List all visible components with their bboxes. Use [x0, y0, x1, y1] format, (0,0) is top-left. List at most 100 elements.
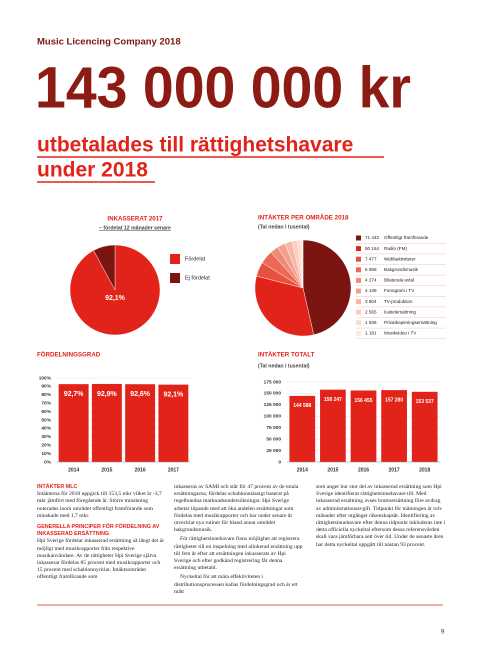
legend-value: 3 804: [365, 299, 377, 304]
x-tick-label: 2014: [68, 467, 79, 473]
legend-label: Fonogram i TV: [384, 288, 415, 293]
legend-swatch: [170, 273, 180, 283]
legend-label: Bakgrundsmusik: [384, 267, 419, 272]
legend-swatch: [356, 330, 361, 336]
legend-value: 4 274: [365, 278, 377, 283]
legend-swatch: [356, 309, 361, 315]
legend-value: 1 181: [365, 331, 377, 336]
paragraph: För rättighetsinnehavare finns möjlighet…: [174, 536, 303, 572]
legend-swatch: [356, 299, 361, 305]
legend-swatch: [356, 256, 361, 262]
data-label: 92,9%: [97, 391, 118, 398]
section-heading: GENERELLA PRINCIPER FÖR FÖRDELNING AV IN…: [37, 524, 160, 538]
y-tick-label: 50 000: [266, 436, 281, 442]
legend-swatch: [356, 277, 361, 283]
bar: [58, 384, 89, 462]
legend-label: Radio (FM): [384, 246, 407, 251]
y-tick-label: 20%: [41, 442, 51, 448]
x-tick-label: 2014: [297, 467, 308, 473]
data-label: 158 247: [324, 397, 342, 403]
legend-value: 7 477: [365, 256, 377, 261]
legend-value: 6 958: [365, 267, 377, 272]
paragraph: som anger hur stor del av inkasserad ers…: [316, 484, 446, 548]
data-label: 156 455: [354, 398, 372, 404]
data-label: 92,7%: [64, 391, 85, 398]
legend-swatch: [356, 267, 361, 273]
legend-swatch: [356, 320, 361, 326]
legend-value: 1 936: [365, 320, 377, 325]
legend-label: Offentligt framförande: [384, 235, 429, 240]
bar: [158, 384, 189, 462]
x-tick-label: 2015: [327, 467, 338, 473]
hero-subtitle: under 2018: [37, 159, 148, 182]
paragraph: Intäkterna för 2018 uppgick till 153,5 m…: [37, 491, 162, 519]
chart-title: FÖRDELNINGSGRAD: [37, 352, 101, 359]
chart-title: INTÄKTER PER OMRÅDE 2018: [258, 215, 349, 222]
legend-value: 2 565: [365, 309, 377, 314]
legend-label: Privatkopieringsersättning: [384, 320, 437, 325]
y-tick-label: 30%: [41, 434, 51, 440]
pie-slice: [300, 239, 304, 289]
chart-title: INKASSERAT 2017: [107, 216, 163, 223]
legend-value: 4 139: [365, 288, 377, 293]
text-column: inkasseras av SAMI och står för 47 proce…: [174, 484, 304, 598]
legend-label: Ej fördelat: [185, 275, 210, 281]
paragraph: Hpi Sverige fördelar inkasserad ersättni…: [37, 538, 165, 581]
legend-label: Musikvideo i TV: [384, 331, 417, 336]
y-tick-label: 125 000: [264, 402, 282, 408]
text-column: INTÄKTER MLC Intäkterna för 2018 uppgick …: [37, 484, 167, 584]
x-tick-label: 2015: [101, 467, 112, 473]
y-tick-label: 100 000: [264, 414, 282, 420]
x-tick-label: 2018: [419, 467, 430, 473]
legend-label: Bilaterala avtal: [384, 278, 414, 283]
bar: [411, 391, 438, 462]
chart-subtitle: – fördelat 12 månader senare: [99, 224, 171, 231]
legend-swatch: [356, 235, 361, 241]
legend-label: Webbaktiviteter: [384, 256, 416, 261]
data-label: 92,1%: [163, 391, 184, 398]
y-tick-label: 150 000: [264, 391, 282, 397]
y-tick-label: 70%: [41, 400, 51, 406]
bar: [350, 390, 377, 462]
bar: [125, 384, 156, 462]
y-tick-label: 100%: [39, 375, 52, 381]
y-tick-label: 10%: [41, 451, 51, 457]
legend-label: Kabelersättning: [384, 309, 416, 314]
y-tick-label: 0%: [44, 459, 52, 465]
y-tick-label: 0: [278, 459, 281, 465]
hero-amount: 143 000 000 kr: [35, 55, 411, 120]
legend-value: 50 164: [365, 246, 379, 251]
y-tick-label: 80%: [41, 392, 51, 398]
bar: [320, 389, 346, 462]
chart-title: INTÄKTER TOTALT: [258, 352, 315, 359]
pie-slice: [93, 244, 116, 291]
x-tick-label: 2016: [135, 467, 146, 473]
y-tick-label: 175 000: [264, 379, 282, 385]
data-label: 92,6%: [130, 391, 151, 398]
legend-value: 71 442: [365, 235, 379, 240]
legend-swatch: [170, 254, 180, 264]
x-tick-label: 2017: [389, 467, 400, 473]
x-tick-label: 2017: [168, 467, 179, 473]
y-tick-label: 90%: [41, 384, 51, 390]
data-label: 92,1%: [105, 295, 126, 302]
legend-label: TV-produktion: [384, 299, 413, 304]
paragraph: inkasseras av SAMI och står för 47 proce…: [174, 484, 299, 534]
legend-swatch: [356, 288, 361, 294]
bar: [381, 390, 407, 462]
text-column: som anger hur stor del av inkasserad ers…: [316, 484, 446, 551]
legend-label: Fördelat: [185, 256, 206, 262]
section-heading: INTÄKTER MLC: [37, 484, 78, 490]
chart-subtitle: (Tal nedan i tusental): [258, 363, 310, 369]
paragraph: Nyckeltal för att mäta effektiviteten i …: [174, 574, 298, 595]
pie-slice: [302, 239, 352, 336]
bar: [91, 383, 122, 462]
data-label: 153 537: [416, 399, 434, 405]
y-tick-label: 50%: [41, 417, 51, 423]
x-tick-label: 2016: [358, 467, 369, 473]
legend-swatch: [356, 246, 361, 252]
header-title: Music Licencing Company 2018: [37, 37, 181, 48]
data-label: 157 280: [385, 397, 403, 403]
